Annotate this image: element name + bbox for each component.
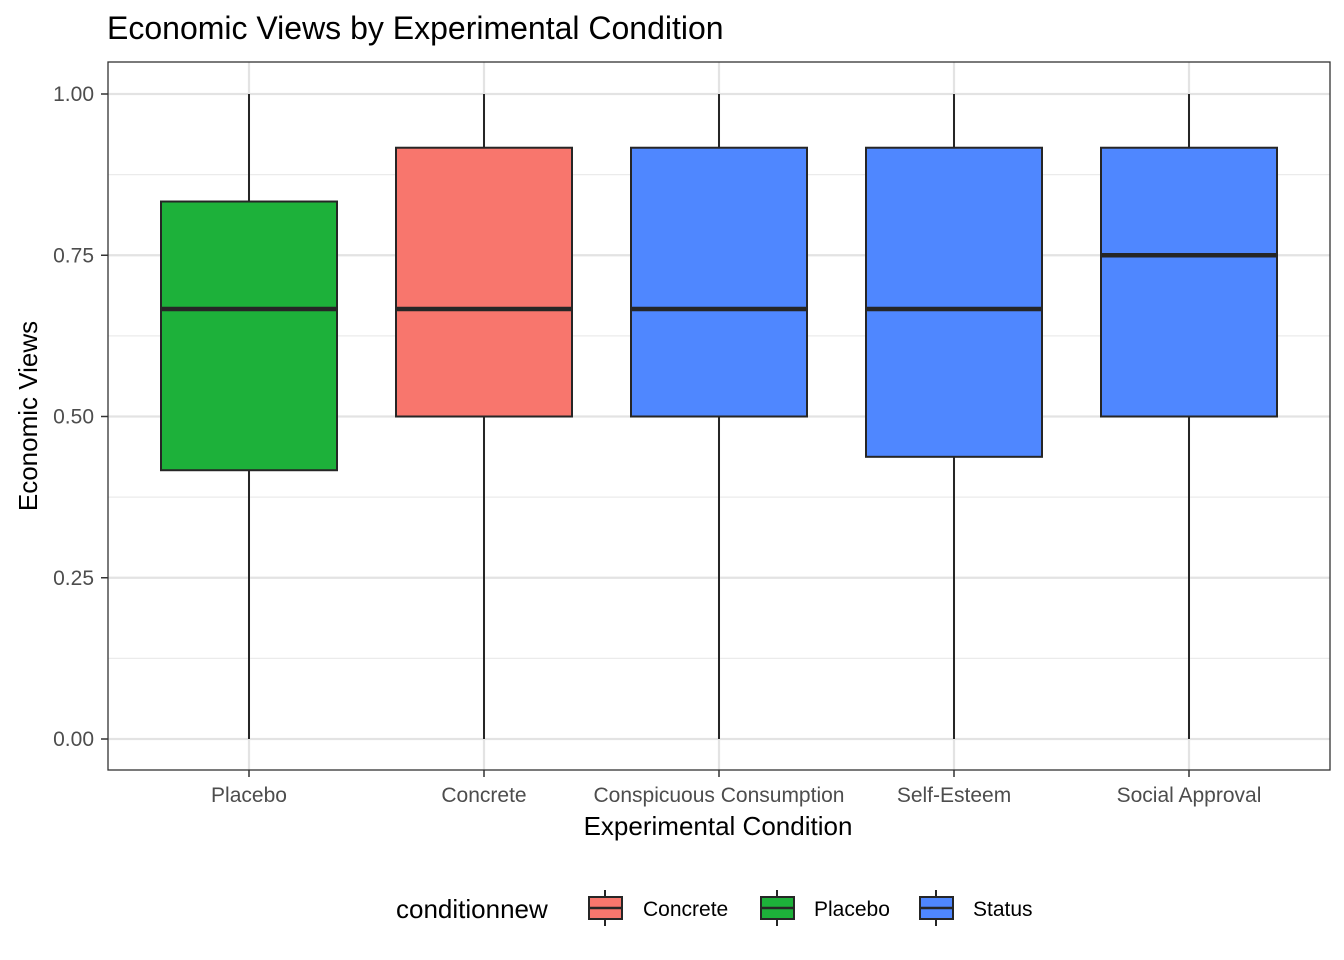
box-iqr <box>160 200 338 472</box>
x-tick-label: Conspicuous Consumption <box>594 784 845 807</box>
box-iqr <box>865 146 1043 458</box>
box-iqr <box>630 146 808 418</box>
y-axis-title: Economic Views <box>13 321 43 511</box>
box-social-approval <box>1100 94 1278 739</box>
x-tick-label: Social Approval <box>1117 784 1262 807</box>
x-axis-title: Experimental Condition <box>584 811 853 841</box>
legend-label: Status <box>973 898 1033 921</box>
box-iqr <box>395 146 573 418</box>
legend-item-concrete: Concrete <box>588 890 728 926</box>
x-tick-label: Self-Esteem <box>897 784 1011 807</box>
x-tick-label: Concrete <box>441 784 526 807</box>
legend-label: Concrete <box>643 898 728 921</box>
box-conspicuous-consumption <box>630 94 808 739</box>
y-tick-label: 0.25 <box>53 567 94 590</box>
y-tick-label: 0.75 <box>53 244 94 267</box>
box-iqr <box>1100 146 1278 418</box>
y-tick-label: 0.00 <box>53 728 94 751</box>
legend-item-placebo: Placebo <box>760 890 890 926</box>
plot-panel <box>107 61 1331 771</box>
legend-title: conditionnew <box>396 894 548 924</box>
y-axis: 0.00 0.25 0.50 0.75 1.00 <box>53 83 108 751</box>
chart-title: Economic Views by Experimental Condition <box>107 10 724 46</box>
y-tick-label: 1.00 <box>53 83 94 106</box>
box-self-esteem <box>865 94 1043 739</box>
y-tick-label: 0.50 <box>53 406 94 429</box>
legend-item-status: Status <box>919 890 1033 926</box>
box-concrete <box>395 94 573 739</box>
box-placebo <box>160 94 338 739</box>
x-tick-label: Placebo <box>211 784 287 807</box>
legend-label: Placebo <box>814 898 890 921</box>
x-axis: Placebo Concrete Conspicuous Consumption Se… <box>211 770 1261 807</box>
legend: conditionnew Concrete Placebo Status <box>396 890 1033 926</box>
